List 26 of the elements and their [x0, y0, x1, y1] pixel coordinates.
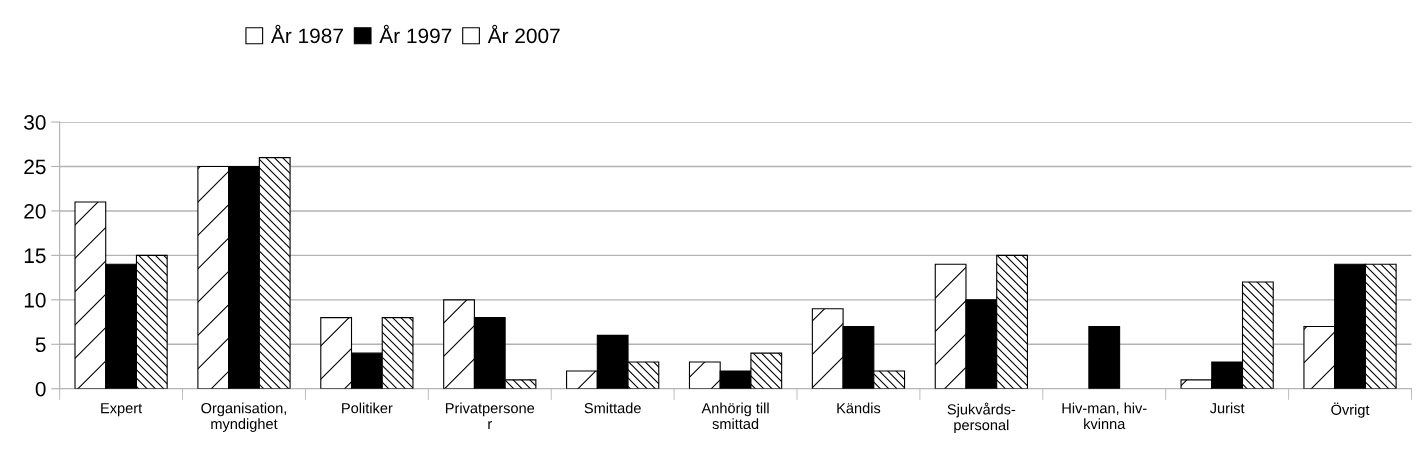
y-tick-label: 25 [24, 159, 46, 175]
x-tick-label: Politiker [342, 402, 393, 414]
y-tick-label: 0 [35, 381, 46, 397]
x-tick-label: Smittade [584, 402, 641, 414]
x-tick-label: Expert [101, 403, 143, 417]
legend-label: År 1997 [379, 24, 452, 44]
x-tick-label: Privatpersone r [445, 402, 535, 429]
x-tick-label: Kändis [837, 402, 881, 414]
bar [350, 352, 383, 389]
x-tick-label: Organisation, myndighet [201, 402, 287, 432]
bar [1334, 263, 1366, 389]
legend-label: År 1987 [270, 24, 343, 44]
y-tick-label: 20 [24, 203, 46, 219]
x-tick-label: Anhörig till smittad [701, 402, 769, 430]
x-tick-label: Övrigt [1331, 402, 1370, 418]
y-tick-label: 10 [24, 292, 46, 308]
x-tick-label: Sjukvårds- personal [947, 402, 1016, 434]
x-tick-label: Jurist [1209, 402, 1245, 414]
y-tick-label: 15 [24, 248, 46, 264]
legend-label: År 2007 [487, 24, 560, 44]
bar [105, 263, 138, 389]
bar [1088, 325, 1121, 389]
y-tick-label: 30 [24, 115, 46, 130]
bar [228, 165, 260, 389]
x-tick-label: Hiv-man, hiv- kvinna [1062, 402, 1147, 430]
y-tick-label: 5 [35, 337, 46, 353]
